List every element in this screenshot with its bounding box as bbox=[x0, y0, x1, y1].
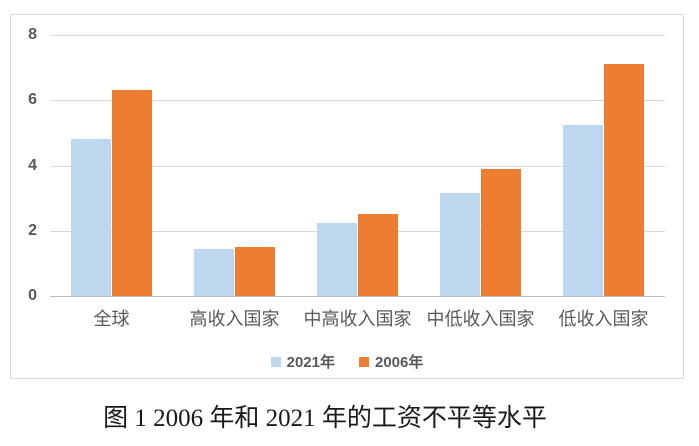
gridline bbox=[50, 165, 665, 167]
y-tick-label: 6 bbox=[28, 91, 37, 109]
bar-2006年-中低收入国家 bbox=[481, 168, 521, 296]
legend-label: 2006年 bbox=[375, 354, 424, 371]
x-category-label: 全球 bbox=[93, 309, 130, 329]
bar-2006年-低收入国家 bbox=[604, 64, 644, 296]
x-category-label: 低收入国家 bbox=[558, 309, 649, 329]
y-tick-label: 0 bbox=[28, 287, 37, 304]
bar-2006年-高收入国家 bbox=[235, 247, 275, 296]
bar-2021年-中高收入国家 bbox=[317, 222, 357, 296]
bar-2021年-低收入国家 bbox=[563, 124, 603, 296]
bar-2021年-全球 bbox=[71, 139, 111, 296]
bar-chart: 2021年 2006年 0 2 4 6 8 全球 高收入国家 中高收入国家 中低收入国家 低收入国家 bbox=[10, 14, 684, 379]
gridline bbox=[50, 100, 665, 102]
legend-swatch-icon bbox=[359, 356, 369, 367]
x-category-label: 高收入国家 bbox=[189, 309, 280, 329]
bar-2021年-高收入国家 bbox=[194, 248, 234, 296]
bar-2006年-中高收入国家 bbox=[358, 214, 398, 296]
x-category-label: 中高收入国家 bbox=[303, 309, 412, 329]
gridline bbox=[50, 35, 665, 36]
y-tick-label: 2 bbox=[28, 221, 37, 239]
y-tick-label: 8 bbox=[28, 26, 37, 43]
legend-item: 2006年 bbox=[359, 351, 423, 372]
figure-caption: 图 1 2006 年和 2021 年的工资不平等水平 bbox=[103, 405, 547, 432]
bar-2021年-中低收入国家 bbox=[440, 193, 480, 296]
legend-item: 2021年 bbox=[270, 351, 335, 372]
legend-swatch-icon bbox=[270, 356, 281, 367]
legend-label: 2021年 bbox=[286, 354, 335, 371]
x-category-label: 中低收入国家 bbox=[426, 309, 535, 329]
gridline bbox=[50, 230, 665, 232]
x-axis-line bbox=[50, 296, 665, 297]
y-tick-label: 4 bbox=[28, 156, 37, 174]
bar-2006年-全球 bbox=[112, 90, 152, 296]
chart-legend: 2021年 2006年 bbox=[11, 351, 683, 372]
